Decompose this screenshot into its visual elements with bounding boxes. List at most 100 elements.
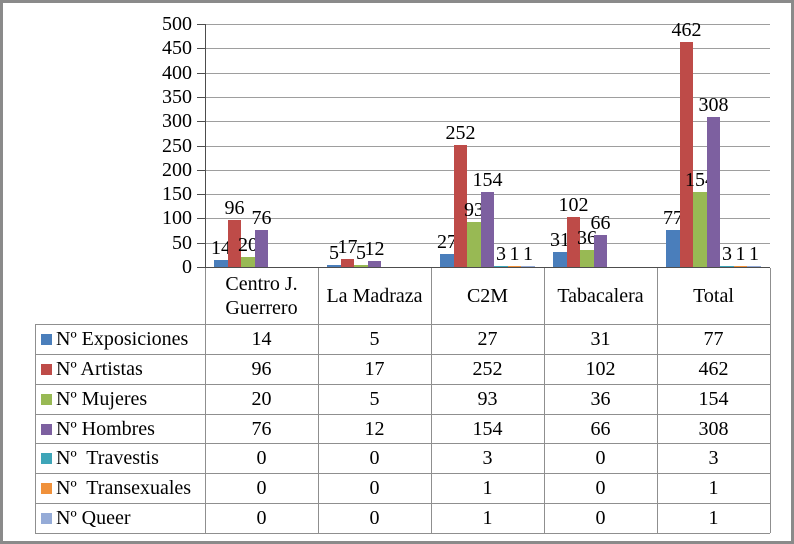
bar	[367, 261, 382, 267]
table-value-cell: 66	[590, 418, 611, 440]
bar	[733, 266, 748, 267]
table-value-cell: 154	[698, 388, 729, 410]
legend-swatch	[41, 453, 52, 464]
bar	[706, 117, 721, 267]
y-axis-tick-label: 350	[162, 86, 192, 108]
table-value-cell: 77	[703, 328, 724, 350]
table-value-cell: 308	[698, 418, 729, 440]
bar	[354, 265, 368, 267]
table-value-cell: 0	[256, 507, 267, 529]
y-axis-tick-label: 250	[162, 135, 192, 157]
table-value-cell: 27	[477, 328, 498, 350]
bar-value-label: 17	[337, 236, 358, 258]
header-cell-border	[657, 268, 658, 324]
table-value-cell: 14	[251, 328, 272, 350]
bar	[747, 266, 761, 267]
bar	[214, 260, 228, 267]
legend-swatch	[41, 483, 52, 494]
table-row-border	[35, 384, 770, 385]
bar	[440, 254, 454, 267]
bar	[720, 266, 734, 267]
x-axis	[205, 267, 770, 268]
bar	[227, 220, 242, 267]
table-value-cell: 102	[585, 358, 616, 380]
y-axis-tick	[197, 97, 205, 98]
header-cell-border	[544, 268, 545, 324]
table-value-cell: 252	[472, 358, 503, 380]
y-axis-tick-label: 50	[172, 232, 192, 254]
bar-value-label: 1	[749, 243, 759, 265]
table-row-label: Nº Hombres	[36, 415, 204, 443]
table-row-label: Nº Queer	[36, 504, 204, 533]
bar-value-label: 27	[437, 231, 457, 253]
y-axis-tick	[197, 243, 205, 244]
header-cell-border	[770, 268, 771, 324]
y-axis-tick-label: 200	[162, 159, 192, 181]
gridline	[205, 146, 770, 147]
bar-value-label: 12	[364, 238, 385, 260]
y-axis-tick	[197, 24, 205, 25]
table-column-border	[770, 324, 771, 533]
series-name: Nº Hombres	[56, 417, 155, 440]
y-axis-tick-label: 300	[162, 110, 192, 132]
legend-swatch	[41, 334, 52, 345]
gridline	[205, 97, 770, 98]
table-column-border	[205, 324, 206, 533]
table-value-cell: 3	[708, 447, 719, 469]
bar-value-label: 3	[496, 243, 506, 265]
y-axis-tick-label: 400	[162, 62, 192, 84]
bar	[593, 235, 608, 267]
table-value-cell: 462	[698, 358, 729, 380]
table-value-cell: 93	[477, 388, 498, 410]
table-value-cell: 3	[482, 447, 493, 469]
table-value-cell: 17	[364, 358, 385, 380]
table-value-cell: 0	[369, 477, 380, 499]
series-name: Nº Artistas	[56, 358, 143, 380]
bar	[553, 252, 567, 267]
bar	[566, 217, 581, 267]
table-row-border	[35, 443, 770, 444]
bar-value-label: 5	[356, 242, 366, 264]
table-row-border	[35, 503, 770, 504]
y-axis-tick	[197, 73, 205, 74]
bar	[679, 42, 694, 267]
y-axis-tick	[197, 121, 205, 122]
bar	[327, 265, 341, 267]
y-axis-tick	[197, 146, 205, 147]
table-column-border	[544, 324, 545, 533]
bar	[693, 192, 707, 267]
bar-value-label: 20	[238, 234, 258, 256]
series-name: Nº Exposiciones	[56, 328, 189, 350]
table-value-cell: 0	[256, 477, 267, 499]
bar-value-label: 462	[671, 19, 702, 41]
bar-value-label: 252	[445, 122, 476, 144]
y-axis-tick	[197, 48, 205, 49]
bar	[480, 192, 495, 267]
table-row-border	[35, 414, 770, 415]
bar-value-label: 93	[464, 199, 484, 221]
y-axis-tick-label: 0	[182, 256, 192, 278]
category-axis-label: Tabacalera	[557, 284, 644, 307]
table-value-cell: 20	[251, 388, 272, 410]
bar	[507, 266, 522, 267]
header-cell-border	[431, 268, 432, 324]
header-cell-border	[205, 268, 206, 324]
bar-value-label: 36	[577, 227, 597, 249]
table-value-cell: 5	[369, 328, 380, 350]
bar-value-label: 1	[523, 243, 533, 265]
bar-value-label: 31	[550, 229, 570, 251]
gridline	[205, 24, 770, 25]
table-column-border	[431, 324, 432, 533]
legend-swatch	[41, 513, 52, 524]
bar-value-label: 154	[472, 169, 503, 191]
table-row-border	[35, 533, 770, 534]
bar	[666, 230, 680, 267]
bar	[494, 266, 508, 267]
table-value-cell: 1	[708, 507, 719, 529]
table-value-cell: 0	[369, 447, 380, 469]
series-name: Nº Transexuales	[56, 477, 192, 499]
table-row-label: Nº Artistas	[36, 355, 204, 384]
bar	[254, 230, 269, 267]
category-axis-label: Total	[693, 284, 734, 307]
